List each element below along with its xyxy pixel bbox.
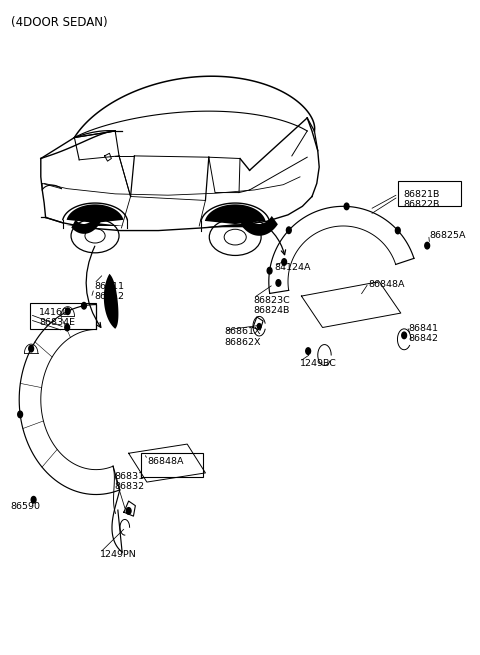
Text: 84124A: 84124A — [275, 263, 311, 272]
FancyArrowPatch shape — [86, 246, 101, 328]
Polygon shape — [104, 274, 119, 329]
Circle shape — [267, 267, 272, 274]
Polygon shape — [66, 204, 124, 226]
FancyArrowPatch shape — [254, 219, 286, 255]
Text: 1249PN: 1249PN — [100, 550, 137, 559]
Polygon shape — [204, 204, 266, 227]
Circle shape — [282, 259, 287, 265]
Circle shape — [306, 348, 311, 354]
Polygon shape — [240, 216, 278, 236]
Bar — [398, 181, 461, 206]
Circle shape — [126, 508, 131, 514]
Bar — [30, 303, 96, 329]
Text: 1249BC: 1249BC — [300, 359, 336, 368]
Text: 86848A: 86848A — [148, 457, 184, 466]
Text: 14160
86834E: 14160 86834E — [39, 308, 75, 328]
Circle shape — [29, 345, 34, 352]
Text: 86861X
86862X: 86861X 86862X — [225, 328, 261, 347]
Text: 86841
86842: 86841 86842 — [408, 324, 438, 343]
Bar — [141, 453, 203, 477]
Text: 86848A: 86848A — [369, 280, 405, 290]
Circle shape — [257, 324, 261, 329]
Text: (4DOOR SEDAN): (4DOOR SEDAN) — [11, 16, 107, 29]
Circle shape — [276, 280, 281, 286]
Polygon shape — [72, 215, 101, 234]
Circle shape — [396, 227, 400, 234]
Circle shape — [82, 303, 86, 309]
Text: 86821B
86822B: 86821B 86822B — [403, 190, 440, 210]
Circle shape — [65, 324, 70, 331]
Text: 86811
86812: 86811 86812 — [94, 282, 124, 301]
Circle shape — [65, 308, 70, 314]
Circle shape — [402, 332, 407, 339]
Circle shape — [344, 203, 349, 210]
Text: 86590: 86590 — [11, 502, 40, 511]
Circle shape — [425, 242, 430, 249]
Text: 86831
86832: 86831 86832 — [114, 472, 144, 491]
Text: 86825A: 86825A — [430, 231, 466, 240]
Circle shape — [287, 227, 291, 234]
Circle shape — [31, 496, 36, 503]
Circle shape — [18, 411, 23, 418]
Text: 86823C
86824B: 86823C 86824B — [253, 296, 290, 316]
